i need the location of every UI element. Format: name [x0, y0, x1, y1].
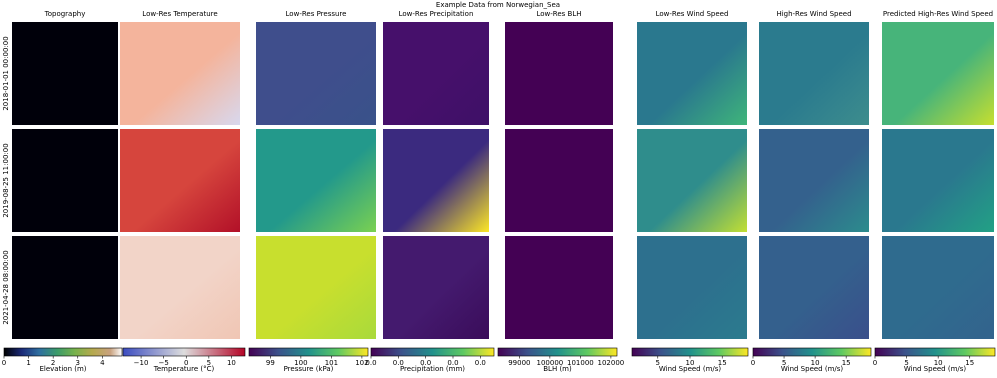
colorbar [874, 347, 996, 357]
colorbar-tick-label: 10 [227, 359, 236, 367]
panel-image [12, 129, 118, 232]
panel-image [12, 22, 118, 125]
colorbar-tick-label: 100000 [537, 359, 564, 367]
colorbar-tick-label: 10 [811, 359, 820, 367]
colorbar-tick-label: 15 [718, 359, 727, 367]
colorbar-tick-label: 102 [355, 359, 368, 367]
colorbar [370, 347, 495, 357]
colorbar-tick-label: −10 [134, 359, 149, 367]
panel-image [120, 236, 240, 339]
panel-image [882, 22, 994, 125]
colorbar-tick-label: 102000 [598, 359, 625, 367]
colorbar-tick-label: 10 [686, 359, 695, 367]
panel-image [12, 236, 118, 339]
panel-image [637, 236, 747, 339]
column-title: Low-Res Precipitation [399, 10, 474, 18]
panel-image [383, 236, 489, 339]
panel-image [256, 129, 376, 232]
colorbar [248, 347, 369, 357]
colorbar-tick-label: 4 [100, 359, 105, 367]
panel-image [759, 22, 869, 125]
panel-image [882, 236, 994, 339]
colorbar-tick-label: 15 [965, 359, 974, 367]
colorbar-tick-label: 0 [2, 359, 6, 367]
column-title: High-Res Wind Speed [776, 10, 851, 18]
colorbar [752, 347, 872, 357]
column-title: Low-Res Temperature [142, 10, 217, 18]
colorbar-tick-label: 5 [207, 359, 211, 367]
colorbar-tick-label: 5 [656, 359, 660, 367]
colorbar-label: Wind Speed (m/s) [781, 365, 844, 373]
colorbar-label: Temperature (°C) [153, 365, 215, 373]
colorbar [497, 347, 618, 357]
panel-image [637, 129, 747, 232]
panel-image [383, 22, 489, 125]
colorbar-tick-label: 101000 [567, 359, 594, 367]
colorbar-tick-label: 1 [26, 359, 30, 367]
colorbar-tick-label: 0.0 [475, 359, 486, 367]
row-label: 2018-01-01 00:00:00 [2, 36, 10, 110]
panel-image [505, 236, 613, 339]
colorbar-tick-label: 15 [842, 359, 851, 367]
colorbar-tick-label: 5 [904, 359, 908, 367]
figure-title: Example Data from Norwegian_Sea [436, 1, 560, 9]
colorbar-tick-label: 0.0 [420, 359, 431, 367]
colorbar-label: Precipitation (mm) [400, 365, 465, 373]
column-title: Topography [44, 10, 86, 18]
colorbar-tick-label: 0 [184, 359, 188, 367]
panel-image [759, 129, 869, 232]
colorbar [631, 347, 749, 357]
column-title: Low-Res Pressure [286, 10, 347, 18]
row-label: 2019-08-25 11:00:00 [2, 143, 10, 217]
colorbar-tick-label: 0.0 [393, 359, 404, 367]
colorbar-tick-label: 0 [873, 359, 877, 367]
colorbar-tick-label: −5 [159, 359, 169, 367]
colorbar-tick-label: 99 [266, 359, 275, 367]
panel-image [256, 236, 376, 339]
column-title: Low-Res Wind Speed [656, 10, 729, 18]
colorbar [122, 347, 246, 357]
panel-image [120, 129, 240, 232]
colorbar-tick-label: 5 [782, 359, 786, 367]
colorbar-tick-label: 100 [294, 359, 307, 367]
panel-image [637, 22, 747, 125]
column-title: Predicted High-Res Wind Speed [883, 10, 993, 18]
panel-image [120, 22, 240, 125]
colorbar-tick-label: 0 [751, 359, 755, 367]
colorbar-label: Elevation (m) [39, 365, 86, 373]
colorbar-label: Wind Speed (m/s) [904, 365, 967, 373]
colorbar-tick-label: 0.0 [365, 359, 376, 367]
panel-image [383, 129, 489, 232]
panel-image [882, 129, 994, 232]
colorbar-tick-label: 0.0 [447, 359, 458, 367]
colorbar-label: Pressure (kPa) [284, 365, 334, 373]
colorbar-tick-label: 10 [934, 359, 943, 367]
colorbar-tick-label: 99000 [508, 359, 530, 367]
row-label: 2021-04-28 08:00:00 [2, 250, 10, 324]
colorbar-label: Wind Speed (m/s) [659, 365, 722, 373]
panel-image [505, 129, 613, 232]
colorbar-label: BLH (m) [543, 365, 572, 373]
column-title: Low-Res BLH [536, 10, 581, 18]
panel-image [759, 236, 869, 339]
colorbar-tick-label: 2 [51, 359, 55, 367]
panel-image [256, 22, 376, 125]
colorbar-tick-label: 101 [325, 359, 338, 367]
colorbar [3, 347, 123, 357]
panel-image [505, 22, 613, 125]
colorbar-tick-label: 3 [76, 359, 80, 367]
